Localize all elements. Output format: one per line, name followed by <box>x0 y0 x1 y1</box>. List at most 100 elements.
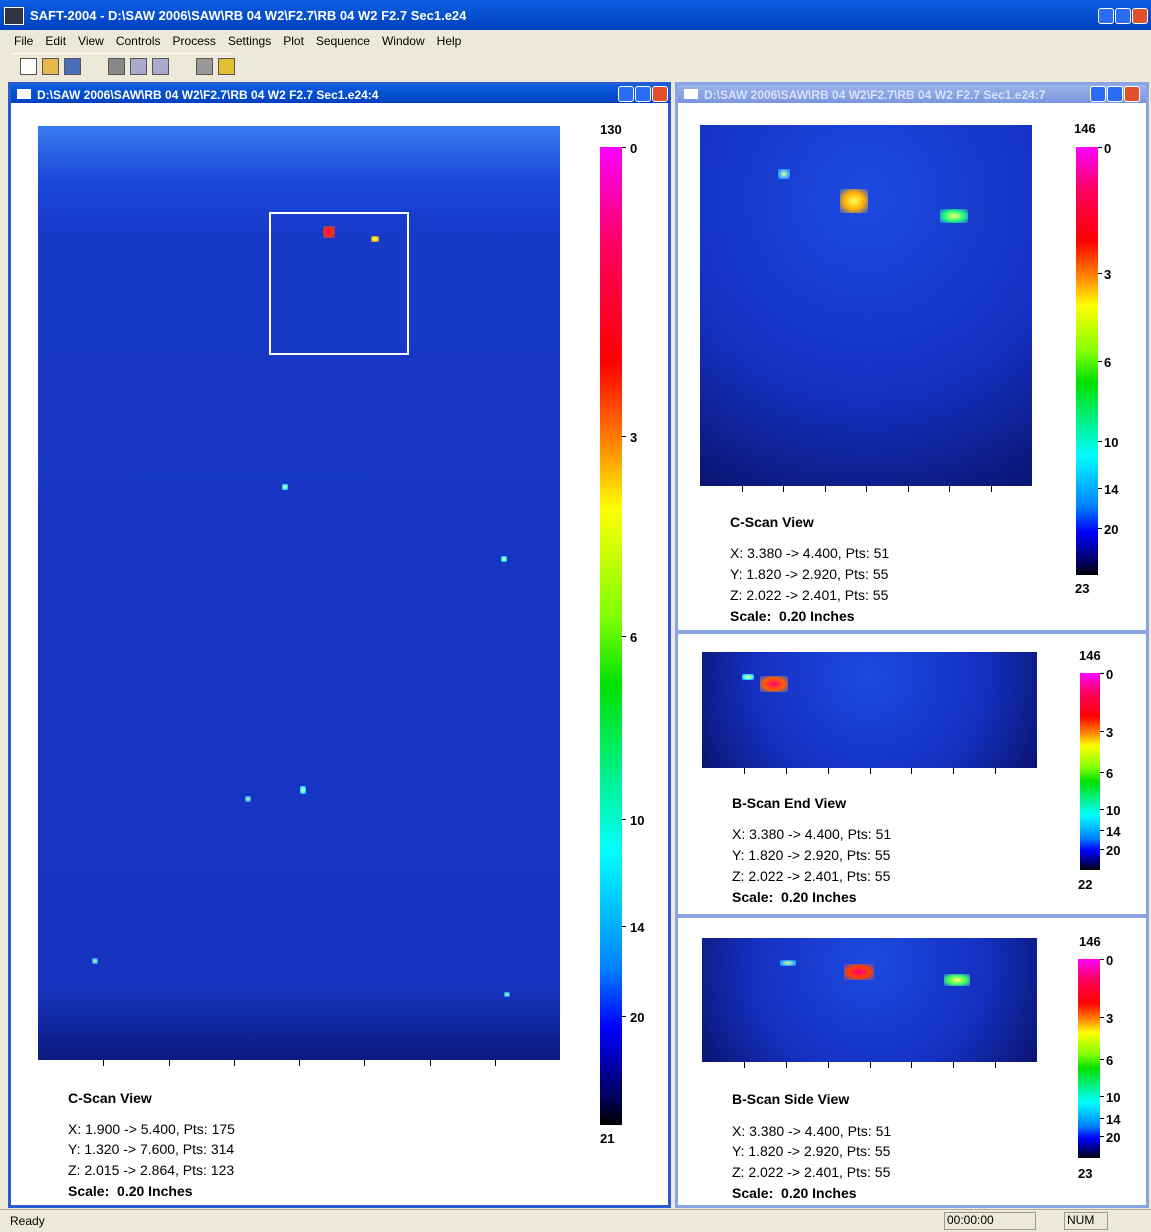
menu-item[interactable]: Plot <box>283 34 304 48</box>
hot-spot <box>760 676 788 692</box>
axis-tick <box>995 768 996 774</box>
colorbar-tick <box>1100 1017 1104 1018</box>
scan-info: Y: 1.320 -> 7.600, Pts: 314 <box>68 1141 234 1157</box>
toolbar-button[interactable] <box>130 58 147 75</box>
axis-tick <box>953 768 954 774</box>
colorbar-label: 20 <box>1106 843 1120 858</box>
scan-info: Y: 1.820 -> 2.920, Pts: 55 <box>730 566 888 582</box>
colorbar-label: 6 <box>1106 1053 1113 1068</box>
view-label: C-Scan View <box>730 514 814 530</box>
hot-spot <box>245 796 251 802</box>
colorbar-min: 21 <box>600 1131 614 1146</box>
screen: {"window":{"title":"SAFT-2004 - D:\\SAW … <box>0 0 1151 1231</box>
menu-item[interactable]: Edit <box>45 34 66 48</box>
axis-tick <box>234 1060 235 1066</box>
toolbar-button[interactable] <box>152 58 169 75</box>
colorbar-label: 14 <box>1104 482 1118 497</box>
scan-info: X: 1.900 -> 5.400, Pts: 175 <box>68 1121 235 1137</box>
colorbar-min: 23 <box>1075 581 1089 596</box>
colorbar-label: 0 <box>630 141 637 156</box>
scan-info: Z: 2.022 -> 2.401, Pts: 55 <box>732 868 890 884</box>
scan-info: Z: 2.022 -> 2.401, Pts: 55 <box>730 587 888 603</box>
axis-tick <box>786 768 787 774</box>
colorbar-min: 22 <box>1078 877 1092 892</box>
colorbar-label: 10 <box>1104 435 1118 450</box>
colorbar-tick <box>622 147 626 148</box>
toolbar-button[interactable] <box>20 58 37 75</box>
axis-tick <box>953 1062 954 1068</box>
colorbar-max: 130 <box>600 122 622 137</box>
toolbar-button[interactable] <box>42 58 59 75</box>
colorbar <box>1080 673 1100 870</box>
scan-info: Scale: 0.20 Inches <box>730 608 855 624</box>
colorbar-tick <box>1100 1118 1104 1119</box>
colorbar-tick <box>1100 849 1104 850</box>
axis-tick <box>364 1060 365 1066</box>
colorbar-tick <box>622 926 626 927</box>
colorbar-label: 0 <box>1106 667 1113 682</box>
hot-spot <box>300 786 306 794</box>
app-title: SAFT-2004 - D:\SAW 2006\SAW\RB 04 W2\F2.… <box>30 8 466 23</box>
minimize-button[interactable] <box>618 86 634 102</box>
axis-tick <box>908 486 909 492</box>
menu-item[interactable]: Controls <box>116 34 161 48</box>
close-button[interactable] <box>1132 8 1148 24</box>
view-label: B-Scan End View <box>732 795 846 811</box>
minimize-button[interactable] <box>1090 86 1106 102</box>
hot-spot <box>501 556 507 562</box>
axis-tick <box>744 1062 745 1068</box>
menu-item[interactable]: Sequence <box>316 34 370 48</box>
hot-spot <box>92 958 98 964</box>
close-button[interactable] <box>652 86 668 102</box>
colorbar-max: 146 <box>1079 648 1101 663</box>
scan-info: Scale: 0.20 Inches <box>732 1185 857 1201</box>
scan-info: Scale: 0.20 Inches <box>68 1183 193 1199</box>
status-bar: Ready 00:00:00 NUM <box>0 1209 1151 1232</box>
splitter <box>675 914 1149 918</box>
menu-item[interactable]: File <box>14 34 33 48</box>
axis-tick <box>783 486 784 492</box>
axis-tick <box>911 1062 912 1068</box>
menu-item[interactable]: View <box>78 34 104 48</box>
hot-spot <box>940 209 968 223</box>
maximize-button[interactable] <box>635 86 651 102</box>
child-title-bar: D:\SAW 2006\SAW\RB 04 W2\F2.7\RB 04 W2 F… <box>678 85 1146 103</box>
menu-item[interactable]: Help <box>437 34 462 48</box>
axis-tick <box>828 768 829 774</box>
toolbar-button[interactable] <box>196 58 213 75</box>
view-label: C-Scan View <box>68 1090 152 1106</box>
scan-image <box>702 652 1037 768</box>
toolbar-button[interactable] <box>64 58 81 75</box>
app-title-bar: SAFT-2004 - D:\SAW 2006\SAW\RB 04 W2\F2.… <box>0 0 1151 30</box>
minimize-button[interactable] <box>1098 8 1114 24</box>
colorbar-tick <box>622 819 626 820</box>
colorbar-tick <box>622 436 626 437</box>
toolbar-button[interactable] <box>218 58 235 75</box>
colorbar-max: 146 <box>1079 934 1101 949</box>
close-button[interactable] <box>1124 86 1140 102</box>
colorbar <box>1076 147 1098 575</box>
colorbar-tick <box>1098 441 1102 442</box>
axis-tick <box>169 1060 170 1066</box>
menu-item[interactable]: Settings <box>228 34 271 48</box>
colorbar-label: 14 <box>1106 1112 1120 1127</box>
toolbar-button[interactable] <box>108 58 125 75</box>
hot-spot <box>844 964 874 980</box>
maximize-button[interactable] <box>1115 8 1131 24</box>
menu-item[interactable]: Process <box>173 34 216 48</box>
axis-tick <box>786 1062 787 1068</box>
colorbar-label: 6 <box>1106 766 1113 781</box>
child-title: D:\SAW 2006\SAW\RB 04 W2\F2.7\RB 04 W2 F… <box>37 88 378 102</box>
menu-item[interactable]: Window <box>382 34 425 48</box>
axis-tick <box>991 486 992 492</box>
scan-image <box>702 938 1037 1062</box>
scan-info: X: 3.380 -> 4.400, Pts: 51 <box>730 545 889 561</box>
hot-spot <box>282 484 288 490</box>
axis-tick <box>742 486 743 492</box>
maximize-button[interactable] <box>1107 86 1123 102</box>
status-time: 00:00:00 <box>944 1212 1036 1230</box>
colorbar-min: 23 <box>1078 1166 1092 1181</box>
hot-spot <box>742 674 754 680</box>
colorbar-tick <box>1100 673 1104 674</box>
colorbar-tick <box>1100 1096 1104 1097</box>
